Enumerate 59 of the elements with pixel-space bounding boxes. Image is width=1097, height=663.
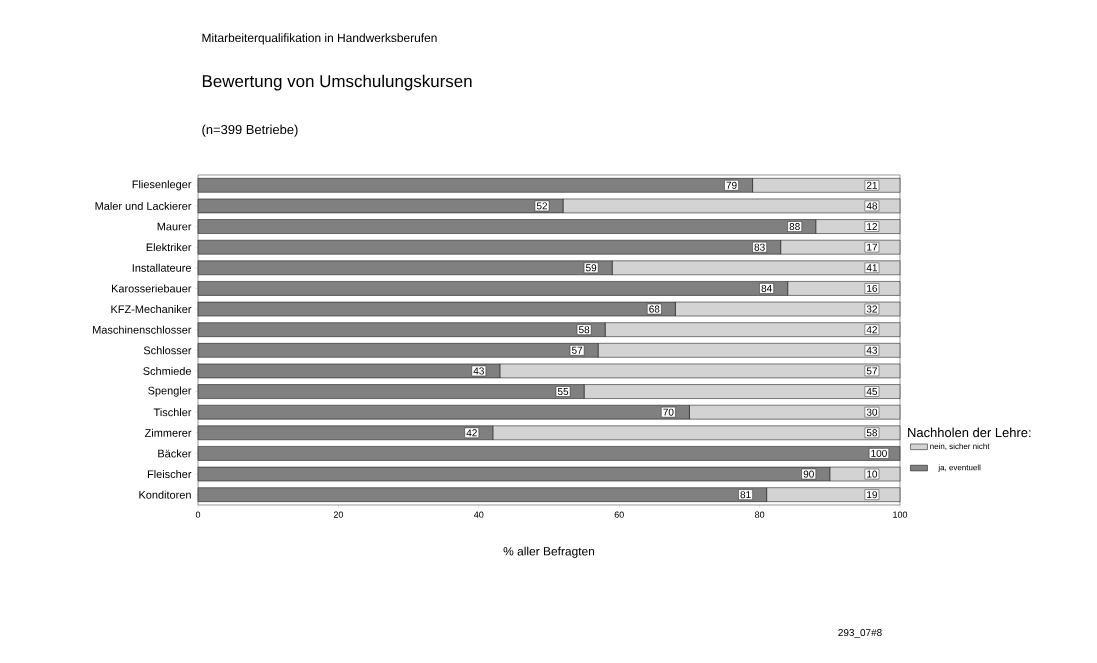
data-label: 58 [578,326,590,334]
data-label: 57 [866,367,877,375]
text: (n=399 Betriebe) [202,124,298,137]
data-label: 52 [536,202,548,210]
data-label: 100 [871,449,887,457]
data-label: 84 [761,284,772,292]
data-label: 70 [663,408,674,416]
y-tick-label: Elektriker [146,243,192,252]
data-label: 16 [867,284,878,292]
x-tick-label: 60 [614,511,624,518]
data-label: 58 [866,429,878,437]
x-tick-label: 0 [195,511,201,518]
y-tick-label: Spengler [148,386,192,397]
data-label: 55 [557,388,569,396]
data-label: 21 [866,181,877,189]
data-label: 41 [866,264,877,272]
chart-title: Mitarbeiterqualifikation in Handwerksberufen [202,33,437,45]
data-label: 30 [866,408,878,416]
legend-title: Nachholen der Lehre: [908,427,1031,438]
data-label: 81 [740,491,751,499]
x-tick-label: 20 [333,511,344,518]
data-label: 68 [649,305,660,313]
y-tick-label: Fliesenleger [132,180,192,191]
data-label: 79 [726,181,737,189]
data-label: 10 [867,470,878,478]
data-label: 59 [586,264,597,272]
y-tick-label: Maschinenschlosser [93,325,192,334]
y-tick-label: Maler und Lackierer [95,201,192,210]
data-label: 57 [571,346,583,354]
x-axis-title: % aller Befragten [503,546,595,558]
y-tick-label: Schlosser [143,346,192,355]
y-tick-label: Zimmerer [144,428,192,437]
data-label: 83 [754,243,765,251]
x-tick-label: 40 [474,511,484,518]
y-tick-label: Schmiede [143,366,191,375]
data-label: 43 [473,367,484,375]
chart-subtitle: Bewertung von Umschulungskursen [202,74,472,91]
data-label: 90 [803,470,814,478]
y-tick-label: Installateure [132,263,191,272]
data-label: 42 [866,326,877,334]
data-label: 12 [867,223,877,231]
data-label: 43 [866,346,878,354]
x-tick-label: 80 [755,511,765,518]
data-label: 32 [866,305,877,313]
y-tick-label: Tischler [153,408,192,417]
y-tick-label: Karosseriebauer [111,284,192,293]
y-tick-label: KFZ-Mechaniker [111,305,192,314]
data-label: 42 [466,429,477,437]
text: 293_07#8 [838,629,882,638]
x-tick-label: 100 [893,511,908,518]
data-label: 45 [866,388,878,396]
y-tick-label: Maurer [157,222,192,231]
y-tick-label: Konditoren [139,490,191,499]
data-label: 17 [867,243,877,251]
y-tick-label: Bäcker [158,449,192,458]
data-label: 19 [867,491,878,499]
y-tick-label: Fleischer [147,470,192,479]
data-label: 88 [789,223,800,231]
data-label: 48 [866,202,878,210]
